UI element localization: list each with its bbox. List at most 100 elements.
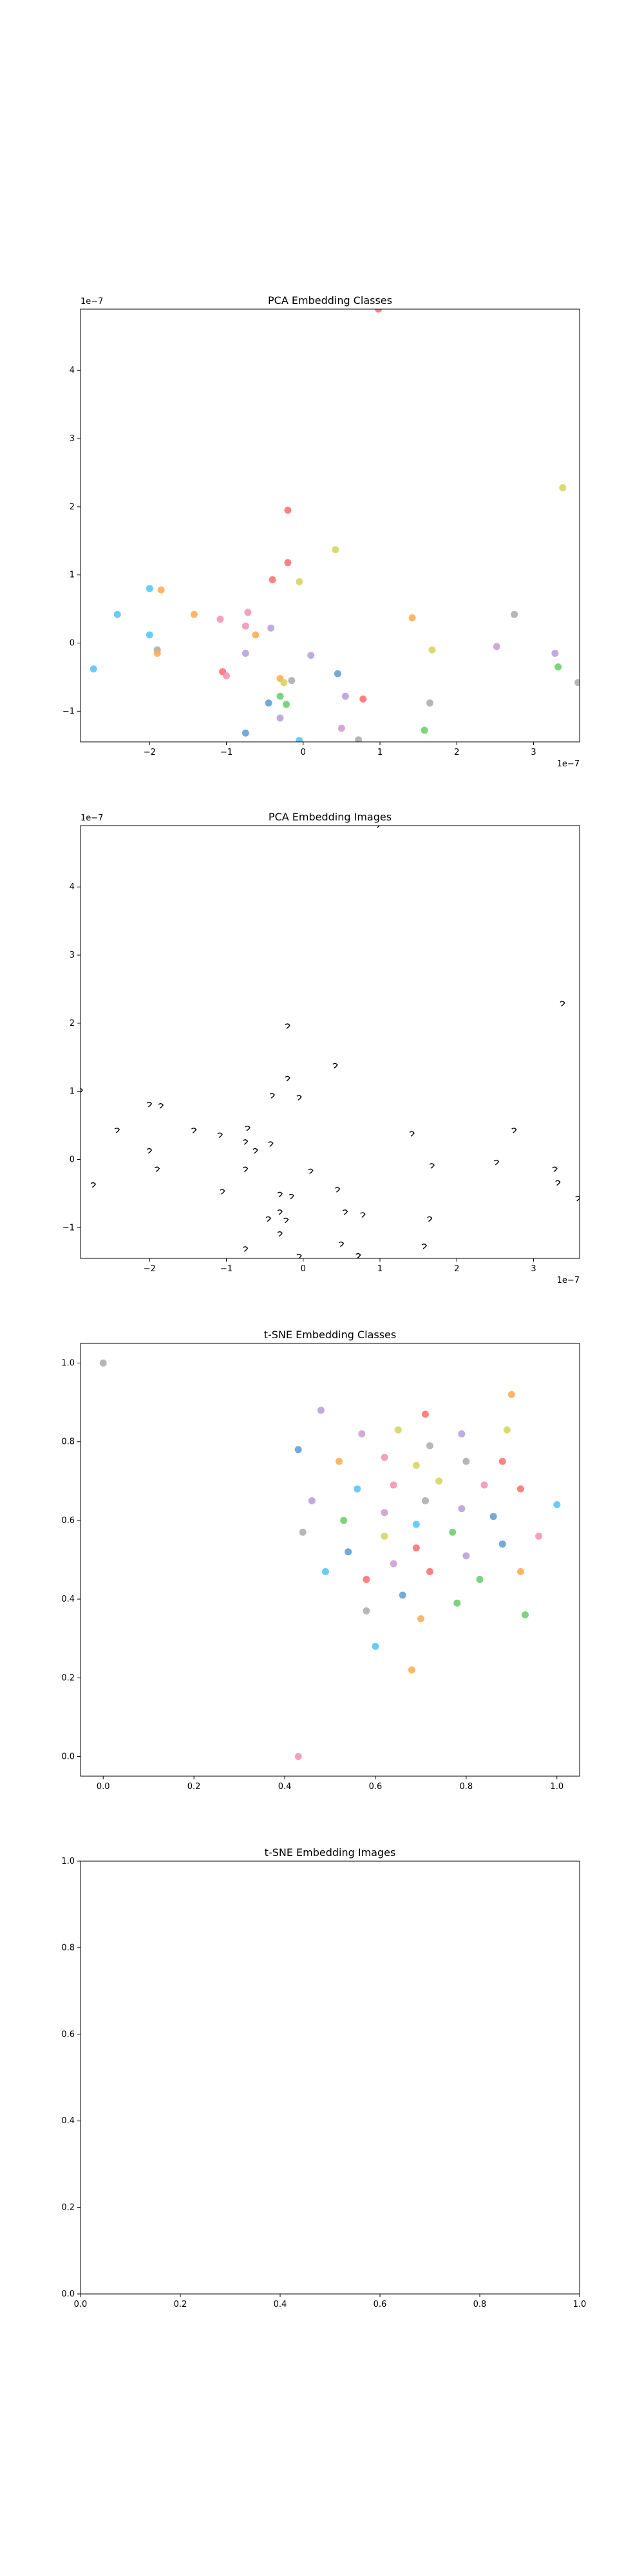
data-point (462, 1457, 470, 1465)
image-glyph (285, 1075, 290, 1082)
data-point (244, 609, 252, 616)
data-point (399, 1591, 406, 1599)
data-point (574, 679, 580, 687)
data-point (242, 649, 249, 657)
data-point (99, 1359, 107, 1367)
x-tick-label: 0.8 (473, 2300, 487, 2309)
y-tick-label: 4 (70, 366, 75, 375)
x-tick-label: −1 (220, 748, 232, 757)
data-point (354, 1485, 361, 1493)
image-glyph (409, 1131, 415, 1137)
data-point (296, 737, 303, 742)
data-point (381, 1509, 388, 1517)
chart-panel-4: t-SNE Embedding Images 0.0 0.2 0.4 0.6 0.8 1.0… (61, 1846, 586, 2309)
data-point (426, 699, 433, 707)
y-tick-label: 0.2 (61, 2203, 75, 2213)
chart-title: t-SNE Embedding Classes (264, 1329, 396, 1341)
image-glyph (511, 1128, 517, 1133)
plot-frame (80, 1343, 580, 1777)
data-point (341, 692, 349, 700)
data-point (358, 1430, 366, 1438)
chart-title: PCA Embedding Images (269, 811, 392, 823)
data-point (265, 699, 272, 707)
data-point (551, 649, 559, 657)
image-glyph (283, 1217, 289, 1224)
x-tick-label: 0.2 (187, 1782, 201, 1792)
data-point (462, 1552, 470, 1560)
data-point (363, 1607, 370, 1615)
data-point (332, 546, 339, 554)
image-glyph (277, 1209, 283, 1215)
points-group (99, 1359, 561, 1760)
data-point (113, 611, 121, 618)
data-point (559, 484, 567, 491)
data-point (554, 663, 562, 671)
x-tick-label: 0.8 (460, 1782, 473, 1792)
y-tick-label: 2 (70, 1019, 75, 1028)
image-glyph (277, 1231, 283, 1237)
y-tick-label: 0.4 (61, 1595, 75, 1604)
data-point (276, 714, 284, 722)
data-point (553, 1501, 561, 1508)
image-glyph (146, 1101, 153, 1108)
data-point (498, 1540, 506, 1548)
data-point (372, 1642, 379, 1650)
data-point (288, 677, 296, 685)
x-tick-label: −2 (144, 748, 156, 757)
data-point (337, 724, 345, 732)
data-point (458, 1430, 466, 1438)
image-glyph (242, 1166, 249, 1173)
data-point (480, 1481, 488, 1489)
chart-title: t-SNE Embedding Images (265, 1846, 396, 1859)
image-glyph (285, 1023, 290, 1029)
y-tick-label: 0 (70, 1155, 75, 1165)
x-tick-label: 0.0 (74, 2300, 88, 2309)
data-point (417, 1615, 424, 1623)
image-glyph (308, 1168, 314, 1175)
data-point (507, 1390, 515, 1398)
image-glyph (220, 1189, 225, 1195)
data-point (516, 1567, 524, 1575)
x-tick-label: 1 (377, 748, 383, 757)
data-point (421, 1410, 429, 1418)
image-glyph (268, 1141, 274, 1147)
image-glyph (154, 1166, 160, 1173)
data-point (408, 1666, 415, 1674)
data-point (498, 1457, 506, 1465)
data-point (535, 1532, 543, 1540)
data-point (276, 692, 284, 700)
image-glyph (252, 1148, 258, 1154)
data-point (428, 646, 436, 654)
image-glyph (289, 1193, 294, 1200)
data-point (90, 665, 97, 673)
data-point (359, 695, 367, 703)
x-tick-label: 0.4 (274, 2300, 287, 2309)
data-point (381, 1454, 388, 1461)
image-glyph (360, 1212, 366, 1218)
x-tick-label: 3 (531, 1264, 536, 1274)
data-point (493, 643, 500, 650)
data-point (252, 631, 260, 639)
data-point (503, 1426, 511, 1434)
data-point (294, 1446, 302, 1454)
x-tick-label: 1.0 (550, 1782, 564, 1792)
data-point (412, 1544, 420, 1552)
data-point (521, 1611, 529, 1619)
plot-frame (80, 1861, 580, 2295)
image-glyph (429, 1163, 435, 1169)
data-point (294, 1752, 302, 1760)
data-point (299, 1528, 307, 1536)
data-point (284, 559, 292, 567)
x-offset-label: 1e−7 (557, 1276, 580, 1285)
x-tick-label: 3 (531, 748, 536, 757)
data-point (317, 1406, 325, 1414)
data-point (146, 631, 153, 639)
data-point (345, 1548, 352, 1556)
x-tick-label: 0.4 (278, 1782, 292, 1792)
y-tick-label: 1.0 (61, 1359, 75, 1368)
y-tick-label: 3 (70, 434, 75, 444)
y-tick-label: 0.6 (61, 1516, 75, 1526)
x-tick-label: 2 (454, 748, 459, 757)
image-glyph (427, 1216, 433, 1222)
points-group (80, 826, 580, 1258)
